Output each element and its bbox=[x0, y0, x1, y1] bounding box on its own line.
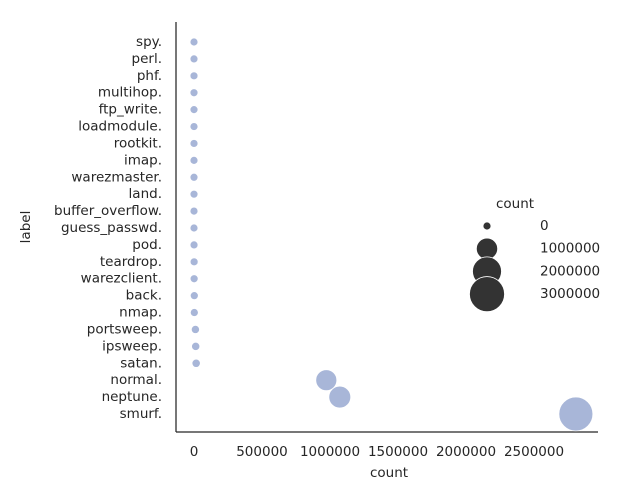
y-tick-label: loadmodule. bbox=[78, 119, 162, 135]
x-tick-label: 1000000 bbox=[300, 444, 360, 460]
x-tick-label: 2500000 bbox=[504, 444, 564, 460]
y-tick-label: satan. bbox=[120, 355, 162, 371]
point bbox=[189, 172, 199, 182]
y-tick-label: perl. bbox=[132, 51, 162, 67]
y-tick-label: rootkit. bbox=[114, 135, 162, 151]
y-tick-label: ipsweep. bbox=[102, 338, 162, 354]
legend-marker bbox=[482, 221, 492, 231]
x-axis-label: count bbox=[370, 465, 408, 481]
y-tick-label: smurf. bbox=[120, 406, 162, 422]
point bbox=[189, 206, 199, 216]
legend-label: 2000000 bbox=[540, 263, 600, 279]
point bbox=[189, 291, 199, 301]
legend-label: 3000000 bbox=[540, 286, 600, 302]
y-tick-label: imap. bbox=[124, 152, 162, 168]
x-tick-label: 500000 bbox=[236, 444, 288, 460]
y-tick-label: buffer_overflow. bbox=[54, 203, 162, 219]
point bbox=[191, 341, 201, 351]
y-axis-label: label bbox=[18, 211, 34, 244]
y-tick-label: phf. bbox=[137, 68, 162, 84]
point bbox=[189, 122, 199, 131]
point bbox=[315, 369, 338, 392]
point bbox=[189, 105, 199, 115]
point bbox=[191, 358, 201, 368]
point bbox=[328, 385, 352, 409]
point bbox=[189, 37, 199, 47]
y-tick-label: ftp_write. bbox=[99, 102, 162, 118]
y-tick-label: normal. bbox=[110, 372, 162, 388]
y-tick-label: warezmaster. bbox=[71, 169, 162, 185]
legend-marker bbox=[475, 237, 499, 260]
legend-label: 1000000 bbox=[540, 241, 600, 257]
y-tick-label: multihop. bbox=[98, 85, 162, 101]
legend-label: 0 bbox=[540, 218, 549, 234]
y-tick-label: teardrop. bbox=[100, 254, 162, 270]
y-tick-label: back. bbox=[126, 288, 162, 304]
y-tick-label: spy. bbox=[136, 34, 162, 50]
point bbox=[190, 324, 200, 334]
point bbox=[189, 274, 199, 284]
legend-title: count bbox=[496, 196, 534, 212]
point bbox=[189, 54, 199, 64]
point bbox=[189, 88, 199, 98]
point bbox=[189, 155, 199, 165]
point bbox=[189, 189, 199, 199]
x-tick-label: 0 bbox=[190, 444, 199, 460]
point bbox=[189, 139, 199, 148]
x-tick-label: 2000000 bbox=[436, 444, 496, 460]
y-tick-label: neptune. bbox=[102, 389, 162, 405]
y-tick-label: portsweep. bbox=[87, 321, 162, 337]
y-tick-label: guess_passwd. bbox=[61, 220, 162, 236]
y-tick-label: nmap. bbox=[119, 305, 162, 321]
x-tick-label: 1500000 bbox=[368, 444, 428, 460]
y-tick-label: pod. bbox=[132, 237, 162, 253]
point bbox=[189, 308, 199, 317]
point bbox=[189, 240, 199, 250]
point bbox=[189, 71, 199, 81]
y-tick-label: warezclient. bbox=[81, 271, 162, 287]
point bbox=[189, 257, 199, 267]
point bbox=[189, 223, 199, 233]
point bbox=[558, 396, 594, 432]
y-tick-label: land. bbox=[129, 186, 162, 202]
legend-marker bbox=[469, 276, 505, 313]
